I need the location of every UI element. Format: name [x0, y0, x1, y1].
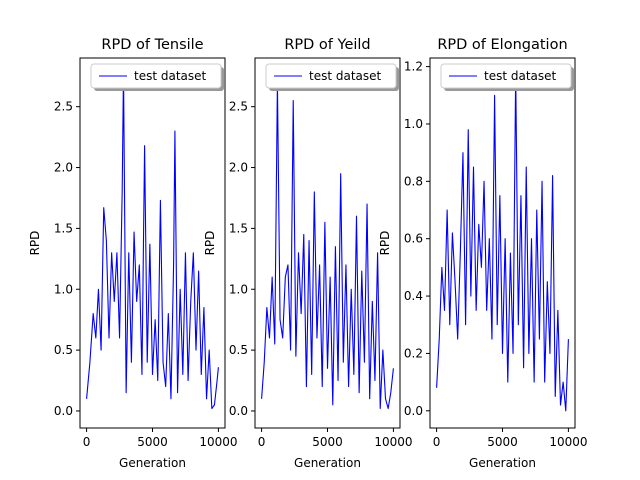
y-tick-label: 1.0	[404, 117, 423, 131]
y-axis-ticks: 0.0 0.2 0.4 0.6 0.8 1.0 1.2	[404, 60, 430, 418]
x-tick-label: 0	[258, 435, 266, 449]
series-line	[86, 69, 219, 410]
y-tick-label: 1.5	[229, 221, 248, 235]
x-axis-ticks: 0 5000 10000	[83, 428, 238, 449]
y-axis-label: RPD	[378, 231, 392, 256]
series-group	[436, 71, 569, 412]
legend-label: test dataset	[134, 69, 207, 83]
x-tick-label: 0	[83, 435, 91, 449]
subplot-tensile: 0.0 0.5 1.0 1.5 2.0 2.5 0 5000 10000 RPD of Ten…	[28, 37, 238, 470]
legend-label: test dataset	[484, 69, 557, 83]
subplot-elongation: 0.0 0.2 0.4 0.6 0.8 1.0 1.2 0 5000 10000 RPD of …	[378, 37, 588, 470]
y-tick-label: 0.0	[54, 404, 73, 418]
y-tick-label: 1.2	[404, 60, 423, 74]
y-tick-label: 0.4	[404, 289, 423, 303]
legend: test dataset	[440, 63, 574, 91]
legend-box	[90, 63, 222, 89]
y-tick-label: 0.0	[404, 404, 423, 418]
x-tick-label: 10000	[549, 435, 587, 449]
y-tick-label: 0.0	[229, 404, 248, 418]
x-axis-label: Generation	[469, 456, 536, 470]
x-tick-label: 10000	[374, 435, 412, 449]
axes-frame	[254, 57, 401, 429]
axes-frame	[79, 57, 226, 429]
legend-label: test dataset	[309, 69, 382, 83]
x-axis-ticks: 0 5000 10000	[433, 428, 588, 449]
x-axis-label: Generation	[294, 456, 361, 470]
y-tick-label: 2.0	[54, 161, 73, 175]
y-tick-label: 0.5	[54, 343, 73, 357]
series-line	[436, 71, 569, 412]
x-tick-label: 0	[433, 435, 441, 449]
x-tick-label: 5000	[487, 435, 518, 449]
y-tick-label: 0.5	[229, 343, 248, 357]
y-tick-label: 0.2	[404, 346, 423, 360]
series-line	[261, 81, 394, 410]
legend: test dataset	[265, 63, 399, 91]
x-tick-label: 5000	[137, 435, 168, 449]
y-tick-label: 2.0	[229, 161, 248, 175]
y-tick-label: 0.8	[404, 174, 423, 188]
y-axis-ticks: 0.0 0.5 1.0 1.5 2.0 2.5	[54, 100, 80, 418]
chart-title: RPD of Yeild	[284, 37, 370, 53]
series-group	[261, 81, 394, 410]
legend: test dataset	[90, 63, 224, 91]
x-axis-label: Generation	[119, 456, 186, 470]
y-tick-label: 1.5	[54, 221, 73, 235]
y-tick-label: 1.0	[54, 282, 73, 296]
x-tick-label: 5000	[312, 435, 343, 449]
chart-title: RPD of Elongation	[437, 37, 567, 53]
y-tick-label: 2.5	[54, 100, 73, 114]
subplot-yeild: 0.0 0.5 1.0 1.5 2.0 2.5 0 5000 10000 RPD of Yei…	[203, 37, 413, 470]
legend-box	[440, 63, 572, 89]
series-group	[86, 69, 219, 410]
y-axis-label: RPD	[203, 231, 217, 256]
y-axis-label: RPD	[28, 231, 42, 256]
y-tick-label: 1.0	[229, 282, 248, 296]
y-tick-label: 0.6	[404, 232, 423, 246]
y-tick-label: 2.5	[229, 100, 248, 114]
legend-box	[265, 63, 397, 89]
y-axis-ticks: 0.0 0.5 1.0 1.5 2.0 2.5	[229, 100, 255, 418]
x-tick-label: 10000	[199, 435, 237, 449]
chart-title: RPD of Tensile	[101, 37, 203, 53]
x-axis-ticks: 0 5000 10000	[258, 428, 413, 449]
axes-frame	[429, 57, 576, 429]
